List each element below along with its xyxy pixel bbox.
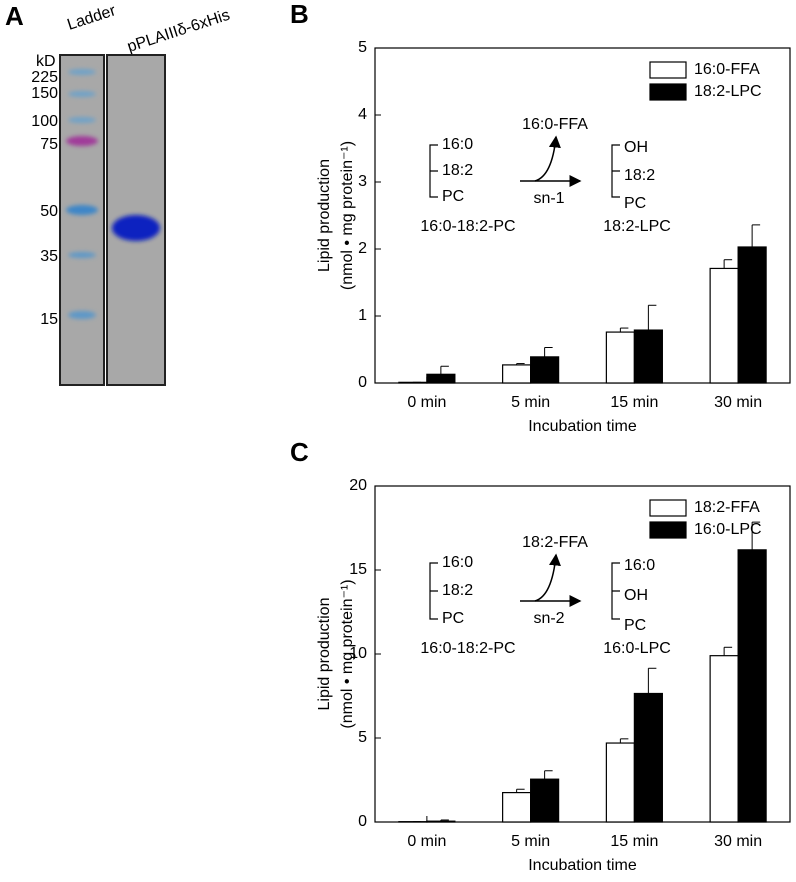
gel-panel: A Ladder pPLAIIIδ-6xHis kD [5,1,232,385]
y-tick-label: 15 [349,561,367,578]
marker-label: 50 [40,203,58,220]
y-axis-label: Lipid production [316,598,333,711]
bar [606,743,634,822]
marker-label: 150 [31,85,58,102]
product-name: 16:0-LPC [603,640,671,657]
x-axis-label: Incubation time [528,857,637,874]
legend-label: 18:2-LPC [694,83,762,100]
y-tick-label: 20 [349,477,367,494]
marker-label: 225 [31,69,58,86]
bar [427,374,455,383]
substrate-chain: 16:0 [442,554,473,571]
bracket [430,145,438,197]
legend-swatch [650,522,686,538]
y-axis-unit: (nmol • mg protein⁻¹) [339,141,356,290]
bar [634,693,662,822]
marker-label: 100 [31,113,58,130]
marker-label: 15 [40,311,58,328]
y-tick-label: 5 [358,39,367,56]
lane-label: Ladder [65,2,118,34]
bracket [612,563,620,619]
released-product: 18:2-FFA [522,534,588,551]
y-axis-unit: (nmol • mg protein⁻¹) [339,579,356,728]
substrate-chain: 16:0 [442,136,473,153]
bar [399,382,427,383]
x-axis-label: Incubation time [528,418,637,435]
cleaved-position: sn-1 [533,190,564,207]
substrate-chain: PC [442,610,464,627]
bar [710,656,738,822]
bar [710,268,738,383]
marker-label: 35 [40,248,58,265]
legend-swatch [650,500,686,516]
y-tick-label: 1 [358,307,367,324]
substrate-name: 16:0-18:2-PC [420,640,515,657]
cleaved-position: sn-2 [533,610,564,627]
y-tick-label: 3 [358,173,367,190]
legend-label: 16:0-LPC [694,521,762,538]
bracket [430,563,438,619]
legend-label: 16:0-FFA [694,61,760,78]
x-tick-label: 15 min [610,394,658,411]
y-tick-label: 0 [358,813,367,830]
unit-label: kD [36,53,56,70]
product-chain: OH [624,139,648,156]
y-tick-label: 5 [358,729,367,746]
release-arrow [535,555,556,601]
product-name: 18:2-LPC [603,218,671,235]
bar [531,779,559,822]
gel-lane [60,55,104,385]
bar [738,247,766,383]
substrate-name: 16:0-18:2-PC [420,218,515,235]
product-chain: 18:2 [624,167,655,184]
bar [606,332,634,383]
product-chain: PC [624,617,646,634]
bar [634,330,662,383]
x-tick-label: 5 min [511,394,550,411]
y-tick-label: 4 [358,106,367,123]
release-arrow [535,137,556,181]
legend-swatch [650,84,686,100]
y-tick-label: 2 [358,240,367,257]
released-product: 16:0-FFA [522,116,588,133]
x-tick-label: 15 min [610,833,658,850]
legend-label: 18:2-FFA [694,499,760,516]
bar [738,550,766,822]
x-tick-label: 30 min [714,833,762,850]
substrate-chain: 18:2 [442,162,473,179]
y-tick-label: 0 [358,374,367,391]
lane-label: pPLAIIIδ-6xHis [125,7,232,56]
bracket [612,145,620,197]
substrate-chain: 18:2 [442,582,473,599]
x-tick-label: 0 min [407,394,446,411]
panel-label: B [290,0,309,29]
product-chain: 16:0 [624,557,655,574]
bar [503,793,531,822]
panel-label: C [290,437,309,467]
product-chain: PC [624,195,646,212]
product-chain: OH [624,587,648,604]
y-axis-label: Lipid production [316,159,333,272]
substrate-chain: PC [442,188,464,205]
marker-label: 75 [40,136,58,153]
bar [531,357,559,383]
x-tick-label: 5 min [511,833,550,850]
bar [503,365,531,383]
x-tick-label: 30 min [714,394,762,411]
bar [427,821,455,822]
x-tick-label: 0 min [407,833,446,850]
legend-swatch [650,62,686,78]
panel-label: A [5,1,24,31]
